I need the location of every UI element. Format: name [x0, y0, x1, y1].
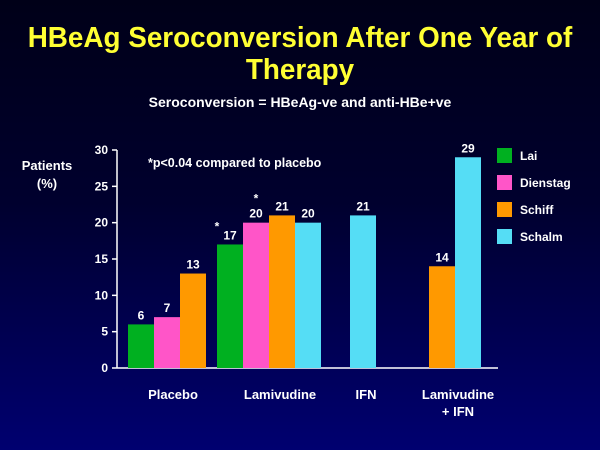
bar-schiff [180, 273, 206, 368]
bar-value-label: 20 [249, 207, 263, 221]
y-tick-label: 0 [101, 361, 108, 375]
bar-value-label: 6 [138, 308, 145, 322]
legend-swatch-schalm [497, 229, 512, 244]
bar-value-label: 21 [275, 199, 289, 213]
significance-annotation: *p<0.04 compared to placebo [148, 156, 322, 170]
x-category-label: Placebo [148, 387, 198, 402]
bar-schalm [455, 157, 481, 368]
bar-value-label: 7 [164, 301, 171, 315]
bar-schalm [295, 222, 321, 368]
y-tick-label: 15 [95, 252, 109, 266]
bar-lai [217, 244, 243, 368]
bar-value-label: 14 [435, 250, 449, 264]
legend-label-schiff: Schiff [520, 203, 554, 217]
slide-title: HBeAg Seroconversion After One Year of T… [12, 22, 588, 86]
legend-swatch-dienstag [497, 175, 512, 190]
x-category-label: IFN [356, 387, 377, 402]
bar-value-label: 29 [461, 141, 475, 155]
bar-value-label: 20 [301, 207, 315, 221]
bar-schiff [269, 215, 295, 368]
x-category-label: Lamivudine [244, 387, 316, 402]
bar-value-label: 17 [223, 228, 237, 242]
legend-swatch-lai [497, 148, 512, 163]
bar-dienstag [243, 222, 269, 368]
bar-value-label: 13 [186, 258, 200, 272]
x-category-label: Lamivudine [422, 387, 494, 402]
slide-subtitle: Seroconversion = HBeAg-ve and anti-HBe+v… [148, 94, 452, 110]
legend-swatch-schiff [497, 202, 512, 217]
legend-label-lai: Lai [520, 149, 537, 163]
y-axis-label-line-2: (%) [37, 176, 57, 191]
bar-lai [128, 324, 154, 368]
y-tick-label: 10 [95, 288, 109, 302]
significance-star: * [254, 192, 259, 206]
y-tick-label: 20 [95, 216, 109, 230]
bar-schalm [350, 215, 376, 368]
y-axis-label-line-1: Patients [22, 158, 73, 173]
y-tick-label: 5 [101, 325, 108, 339]
bar-value-label: 21 [356, 199, 370, 213]
bar-schiff [429, 266, 455, 368]
y-tick-label: 30 [95, 143, 109, 157]
title-line-2: Therapy [245, 54, 355, 86]
bar-dienstag [154, 317, 180, 368]
significance-star: * [215, 219, 220, 233]
legend-label-schalm: Schalm [520, 230, 563, 244]
y-tick-label: 25 [95, 179, 109, 193]
title-line-1: HBeAg Seroconversion After One Year of [27, 22, 573, 54]
x-category-label: + IFN [442, 404, 474, 419]
legend-label-dienstag: Dienstag [520, 176, 571, 190]
